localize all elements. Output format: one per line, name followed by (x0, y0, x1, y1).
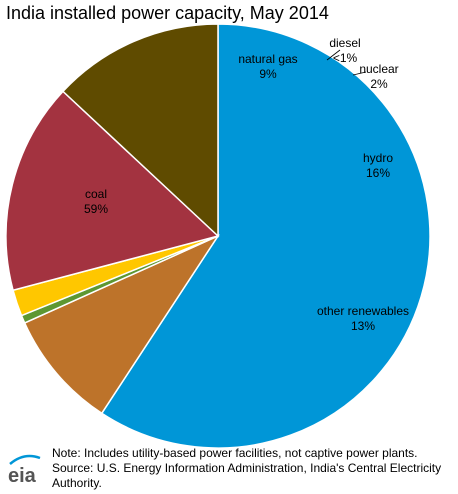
label-nuclear: nuclear 2% (359, 62, 398, 91)
leader-diesel (326, 49, 341, 61)
note-text: Note: Includes utility-based power facil… (52, 446, 418, 460)
chart-note: Note: Includes utility-based power facil… (52, 446, 452, 491)
leader-nuclear (352, 71, 367, 76)
pie-slices (5, 23, 431, 449)
label-coal: coal 59% (84, 187, 108, 216)
chart-title: India installed power capacity, May 2014 (6, 3, 329, 23)
source-text: Source: U.S. Energy Information Administ… (52, 461, 442, 490)
slice-natural-gas (23, 234, 221, 415)
label-other-renewables: other renewables 13% (317, 304, 409, 333)
label-natural-gas: natural gas 9% (238, 52, 297, 81)
slice-coal (100, 23, 431, 449)
slice-other-renewables (61, 23, 219, 238)
label-hydro: hydro 16% (363, 151, 393, 180)
slice-hydro (5, 90, 220, 292)
eia-logo: eia (8, 454, 41, 486)
label-diesel: diesel <1% (329, 36, 360, 65)
leader-lines (326, 49, 367, 76)
slice-labels: coal 59% natural gas 9% diesel <1%nuclear 2% hy… (84, 36, 409, 333)
svg-text:eia: eia (8, 465, 37, 486)
